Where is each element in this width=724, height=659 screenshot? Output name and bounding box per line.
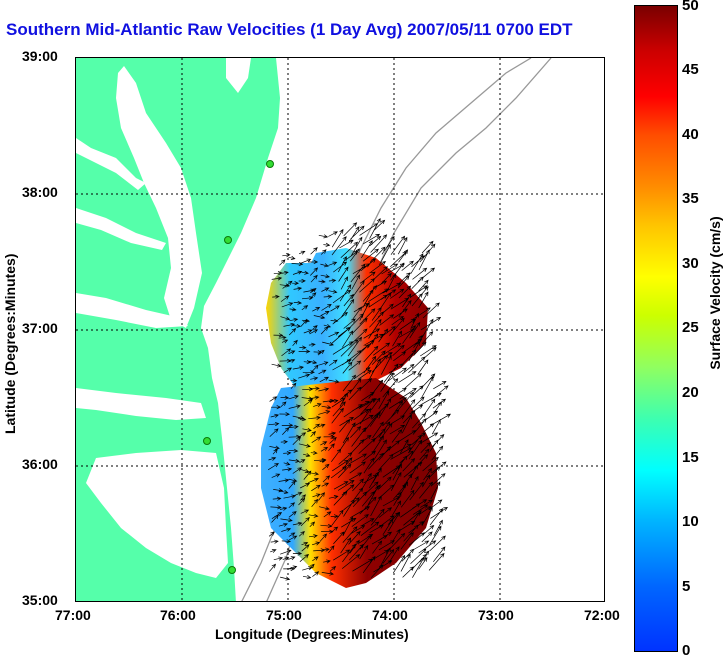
colorbar-tick-label: 10	[682, 513, 699, 530]
colorbar-tick-label: 15	[682, 449, 699, 466]
delaware-bay	[226, 58, 251, 93]
y-tick-label: 36:00	[22, 456, 58, 472]
potomac-river	[76, 138, 146, 190]
colorbar-tick-label: 35	[682, 190, 699, 207]
map-plot-area[interactable]	[75, 57, 605, 602]
james-river	[76, 293, 188, 328]
y-tick-label: 37:00	[22, 320, 58, 336]
x-tick-label: 74:00	[372, 607, 408, 623]
map-title: Southern Mid-Atlantic Raw Velocities (1 …	[6, 20, 573, 39]
x-axis-label: Longitude (Degrees:Minutes)	[215, 626, 409, 642]
radar-station-marker[interactable]	[203, 437, 211, 445]
colorbar-tick-label: 20	[682, 384, 699, 401]
colorbar-tick-label: 40	[682, 126, 699, 143]
x-tick-label: 72:00	[584, 607, 620, 623]
colorbar-label: Surface Velocity (cm/s)	[707, 216, 723, 370]
colorbar-tick-label: 5	[682, 578, 691, 595]
colorbar	[634, 5, 678, 652]
radar-station-marker[interactable]	[228, 566, 236, 574]
current-vectors	[267, 218, 451, 581]
y-axis-label: Latitude (Degrees:Minutes)	[2, 253, 18, 434]
current-vector-arrow	[267, 218, 451, 581]
colorbar-tick-label: 0	[682, 642, 691, 659]
x-tick-label: 77:00	[55, 607, 91, 623]
colorbar-tick-label: 25	[682, 319, 699, 336]
colorbar-tick-label: 45	[682, 61, 699, 78]
pamlico-sound	[86, 450, 228, 578]
y-tick-label: 39:00	[22, 48, 58, 64]
y-tick-label: 38:00	[22, 184, 58, 200]
chesapeake-bay	[116, 66, 202, 328]
colorbar-tick-label: 50	[682, 0, 699, 14]
radar-station-marker[interactable]	[266, 160, 274, 168]
radar-station-marker[interactable]	[224, 236, 232, 244]
x-tick-label: 73:00	[478, 607, 514, 623]
rappahannock-river	[76, 208, 166, 250]
x-tick-label: 75:00	[266, 607, 302, 623]
colorbar-tick-label: 30	[682, 255, 699, 272]
map-canvas	[76, 58, 604, 601]
x-tick-label: 76:00	[160, 607, 196, 623]
albemarle-sound	[76, 388, 206, 420]
y-tick-label: 35:00	[22, 592, 58, 608]
